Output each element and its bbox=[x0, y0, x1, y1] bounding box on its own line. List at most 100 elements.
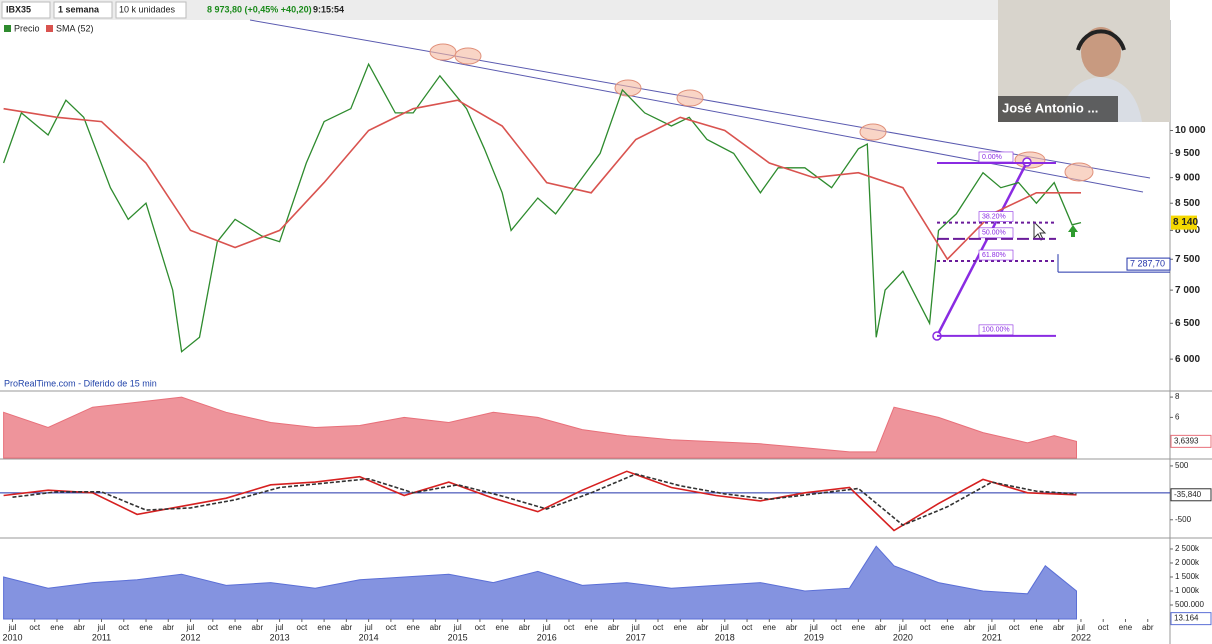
x-tick-label: abr bbox=[252, 623, 264, 632]
x-tick-label: jul bbox=[898, 623, 907, 632]
x-tick-label: ene bbox=[585, 623, 599, 632]
series-line bbox=[2, 62, 1082, 353]
year-label: 2021 bbox=[982, 632, 1002, 642]
y-tick-label: 7 500 bbox=[1175, 254, 1200, 265]
x-tick-label: abr bbox=[163, 623, 175, 632]
x-tick-label: abr bbox=[519, 623, 531, 632]
y-tick-label: 2 000k bbox=[1175, 558, 1200, 567]
y-tick-label: 10 000 bbox=[1175, 125, 1206, 136]
year-label: 2022 bbox=[1071, 632, 1091, 642]
y-tick-label: 9 500 bbox=[1175, 148, 1200, 159]
touch-marker bbox=[859, 123, 887, 141]
support-box bbox=[1126, 257, 1171, 271]
x-tick-label: ene bbox=[139, 623, 153, 632]
period[interactable]: 1 semana bbox=[58, 4, 100, 14]
y-tick-label: 6 500 bbox=[1175, 318, 1200, 329]
x-tick-label: jul bbox=[1076, 623, 1085, 632]
x-tick-label: oct bbox=[297, 623, 308, 632]
x-tick-label: jul bbox=[364, 623, 373, 632]
x-tick-label: abr bbox=[341, 623, 353, 632]
last-value-label: 13.164 bbox=[1174, 614, 1199, 623]
series-line bbox=[12, 473, 1077, 527]
year-label: 2014 bbox=[359, 632, 379, 642]
year-label: 2016 bbox=[537, 632, 557, 642]
y-tick-label: 500 bbox=[1175, 461, 1189, 470]
x-tick-label: abr bbox=[875, 623, 887, 632]
x-tick-label: abr bbox=[608, 623, 620, 632]
y-tick-label: 8 000 bbox=[1175, 225, 1200, 236]
year-label: 2017 bbox=[626, 632, 646, 642]
last-value-box bbox=[1170, 434, 1212, 448]
year-label: 2011 bbox=[92, 632, 111, 642]
area bbox=[3, 545, 1077, 620]
webcam-headphones bbox=[1076, 29, 1126, 51]
x-tick-label: abr bbox=[430, 623, 442, 632]
x-tick-label: oct bbox=[831, 623, 842, 632]
x-tick-label: jul bbox=[96, 623, 105, 632]
x-tick-label: ene bbox=[1119, 623, 1133, 632]
x-tick-label: ene bbox=[941, 623, 955, 632]
fib-anchor-line bbox=[935, 161, 1029, 337]
y-tick-label: 6 bbox=[1175, 412, 1180, 421]
x-tick-label: oct bbox=[1009, 623, 1020, 632]
last-price-label: 8 140 bbox=[1173, 217, 1198, 228]
quote: 8 973,80 (+0,45% +40,20) bbox=[207, 4, 312, 14]
series-line bbox=[3, 99, 1081, 261]
fib-label-box bbox=[978, 249, 1014, 261]
year-label: 2020 bbox=[893, 632, 913, 642]
touch-marker bbox=[429, 43, 457, 61]
symbol[interactable]: IBX35 bbox=[6, 4, 31, 14]
legend-swatch bbox=[4, 25, 11, 32]
units-box[interactable] bbox=[115, 1, 187, 19]
x-tick-label: oct bbox=[653, 623, 664, 632]
fib-label: 50.00% bbox=[982, 230, 1006, 237]
y-tick-label: -500 bbox=[1175, 515, 1192, 524]
x-tick-label: oct bbox=[1098, 623, 1109, 632]
period-box[interactable] bbox=[53, 1, 113, 19]
x-tick-label: ene bbox=[228, 623, 242, 632]
x-tick-label: oct bbox=[742, 623, 753, 632]
x-tick-label: jul bbox=[275, 623, 284, 632]
x-tick-label: ene bbox=[50, 623, 64, 632]
area bbox=[3, 396, 1077, 459]
source-note: ProRealTime.com - Diferido de 15 min bbox=[4, 378, 157, 388]
x-tick-label: oct bbox=[118, 623, 129, 632]
x-tick-label: jul bbox=[987, 623, 996, 632]
x-tick-label: jul bbox=[453, 623, 462, 632]
x-tick-label: jul bbox=[7, 623, 16, 632]
last-price-box bbox=[1171, 215, 1197, 230]
legend-label: Precio bbox=[14, 23, 40, 33]
last-value-box bbox=[1170, 488, 1212, 502]
webcam: José Antonio ... bbox=[998, 0, 1170, 122]
x-tick-label: oct bbox=[475, 623, 486, 632]
x-tick-label: jul bbox=[186, 623, 195, 632]
symbol-box[interactable] bbox=[1, 1, 51, 19]
legend-label: SMA (52) bbox=[56, 23, 94, 33]
year-label: 2012 bbox=[181, 632, 201, 642]
toolbar bbox=[0, 0, 998, 20]
y-tick-label: 6 000 bbox=[1175, 354, 1200, 365]
series-line bbox=[3, 470, 1077, 532]
x-tick-label: jul bbox=[809, 623, 818, 632]
x-tick-label: abr bbox=[697, 623, 709, 632]
x-tick-label: oct bbox=[29, 623, 40, 632]
touch-markers bbox=[429, 43, 1094, 182]
x-tick-label: abr bbox=[73, 623, 85, 632]
x-tick-label: ene bbox=[763, 623, 777, 632]
year-label: 2018 bbox=[715, 632, 735, 642]
x-tick-label: ene bbox=[496, 623, 510, 632]
x-tick-label: ene bbox=[852, 623, 866, 632]
touch-marker bbox=[614, 79, 642, 97]
units[interactable]: 10 k unidades bbox=[119, 4, 176, 14]
fib-label-box bbox=[978, 151, 1014, 163]
y-tick-label: 8 500 bbox=[1175, 198, 1200, 209]
x-tick-label: oct bbox=[920, 623, 931, 632]
year-label: 2019 bbox=[804, 632, 824, 642]
y-tick-label: 8 bbox=[1175, 392, 1180, 401]
drawings bbox=[249, 19, 1151, 341]
plot: 6 000 6 500 7 000 7 500 8 000 8 500 9 000 9 500… bbox=[0, 62, 1212, 642]
x-tick-label: abr bbox=[1142, 623, 1154, 632]
x-tick-label: oct bbox=[564, 623, 575, 632]
trend-line bbox=[439, 59, 1144, 193]
year-label: 2013 bbox=[270, 632, 290, 642]
